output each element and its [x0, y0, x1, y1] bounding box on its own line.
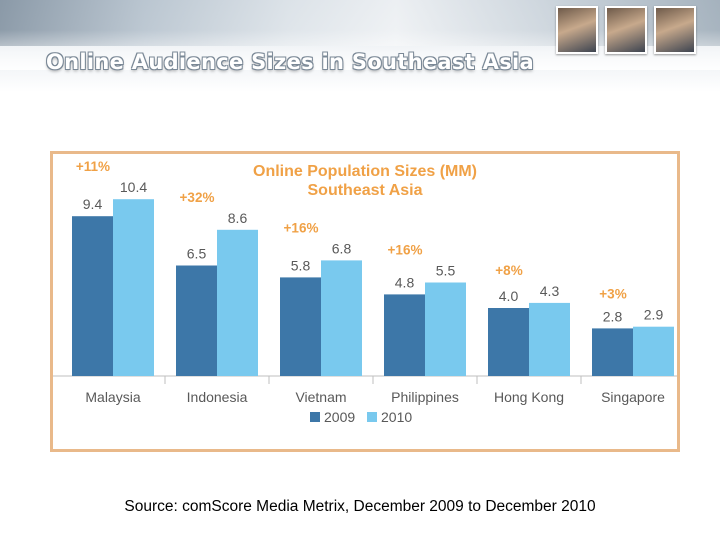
legend-label-2010: 2010 — [381, 409, 412, 425]
growth-label-vietnam: +16% — [284, 220, 319, 235]
chart-title: Online Population Sizes (MM) — [253, 163, 477, 180]
legend-swatch-2010 — [367, 412, 377, 422]
value-label-singapore-2009: 2.8 — [603, 308, 623, 324]
bar-vietnam-2009 — [280, 277, 321, 376]
growth-label-hong-kong: +8% — [495, 263, 522, 278]
bar-hong-kong-2009 — [488, 308, 529, 376]
growth-label-singapore: +3% — [599, 287, 626, 302]
banner-fade — [0, 30, 720, 70]
value-label-hong-kong-2010: 4.3 — [540, 283, 560, 299]
bar-vietnam-2010 — [321, 260, 362, 376]
growth-label-philippines: +16% — [388, 243, 423, 258]
bar-indonesia-2010 — [217, 229, 258, 376]
bar-malaysia-2009 — [72, 216, 113, 376]
growth-label-malaysia: +11% — [76, 159, 110, 174]
category-label-indonesia: Indonesia — [187, 389, 248, 405]
banner-photo-businessman — [605, 6, 647, 54]
bar-singapore-2010 — [633, 326, 674, 376]
value-label-philippines-2009: 4.8 — [395, 274, 415, 290]
bar-singapore-2009 — [592, 328, 633, 376]
banner-photo-businesswoman — [654, 6, 696, 54]
category-label-vietnam: Vietnam — [295, 389, 346, 405]
category-label-malaysia: Malaysia — [85, 389, 140, 405]
category-label-singapore: Singapore — [601, 389, 665, 405]
category-label-philippines: Philippines — [391, 389, 459, 405]
value-label-malaysia-2009: 9.4 — [83, 196, 103, 212]
legend-swatch-2009 — [310, 412, 320, 422]
value-label-vietnam-2010: 6.8 — [332, 240, 352, 256]
chart-subtitle: Southeast Asia — [308, 182, 423, 199]
bar-chart: Online Population Sizes (MM) Southeast A… — [53, 159, 677, 425]
page-title: Online Audience Sizes in Southeast Asia — [46, 50, 534, 74]
value-label-indonesia-2009: 6.5 — [187, 246, 207, 262]
growth-label-indonesia: +32% — [180, 190, 215, 205]
bar-philippines-2010 — [425, 282, 466, 376]
value-label-vietnam-2009: 5.8 — [291, 257, 311, 273]
value-label-malaysia-2010: 10.4 — [120, 179, 147, 195]
bar-hong-kong-2010 — [529, 302, 570, 376]
banner-photo-meeting — [556, 6, 598, 54]
legend-label-2009: 2009 — [324, 409, 355, 425]
bar-malaysia-2010 — [113, 199, 154, 376]
category-label-hong-kong: Hong Kong — [494, 389, 564, 405]
source-note: Source: comScore Media Metrix, December … — [124, 498, 596, 515]
value-label-indonesia-2010: 8.6 — [228, 210, 248, 226]
bar-indonesia-2009 — [176, 265, 217, 376]
bar-philippines-2009 — [384, 294, 425, 376]
value-label-singapore-2010: 2.9 — [644, 307, 664, 323]
value-label-hong-kong-2009: 4.0 — [499, 288, 519, 304]
value-label-philippines-2010: 5.5 — [436, 263, 456, 279]
header-banner — [0, 0, 720, 92]
chart-frame: Online Population Sizes (MM) Southeast A… — [50, 151, 680, 452]
